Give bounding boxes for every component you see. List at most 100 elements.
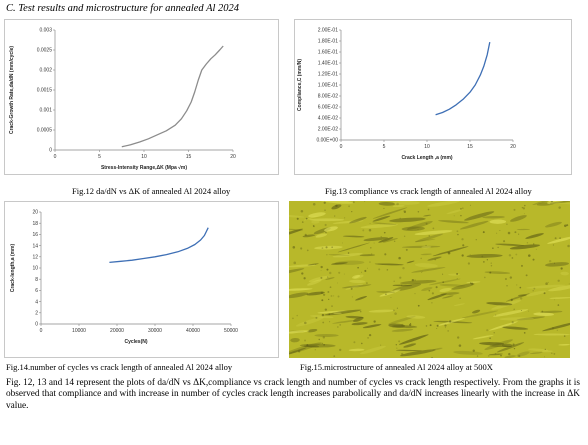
grain-dot [350,287,353,290]
grain-dot [351,296,353,298]
grain-dot [396,347,398,349]
grain-dot [393,240,396,242]
grain-dot [447,330,449,332]
grain-streak [555,202,570,205]
grain-dot [351,211,353,213]
grain-dot [486,259,488,261]
grain-streak [331,262,348,265]
grain-streak [372,222,397,225]
grain-dot [385,293,387,295]
grain-dot [554,299,556,301]
grain-dot [497,246,499,249]
grain-streak [437,318,465,326]
grain-streak [451,283,475,290]
fig14-chart-frame: 0 10000 20000 30000 40000 50000 0 2 4 6 8 10 12 14 16 1… [4,201,279,358]
grain-dot [353,341,356,344]
grain-dot [403,210,406,214]
grain-streak [324,226,338,232]
grain-dot [327,291,330,293]
y-tick-label: 6 [35,288,38,294]
grain-streak [363,237,389,242]
grain-dot [312,225,315,227]
grain-dot [312,202,316,206]
grain-dot [352,201,355,204]
grain-streak [332,253,363,258]
grain-streak [489,219,507,224]
grain-dot [425,244,427,246]
fig13-chart-frame: 0 5 10 15 20 0.00E+00 2.00E-02 4.00E-02 6.00E-02… [294,19,572,175]
grain-dot [514,231,517,234]
grain-dot [364,201,366,202]
grain-streak [400,280,437,285]
grain-dot [362,229,365,232]
grain-dot [321,313,325,317]
grain-streak [446,209,463,215]
grain-streak [533,312,555,316]
grain-dot [456,230,459,233]
grain-streak [393,201,420,205]
grain-streak [355,295,368,301]
grain-dot [298,350,301,353]
grain-streak [302,234,316,238]
fig13-chart: 0 5 10 15 20 0.00E+00 2.00E-02 4.00E-02 6.00E-02… [297,28,516,161]
grain-dot [370,253,373,255]
grain-streak [427,256,442,261]
grain-dot [366,267,368,269]
grain-dot [507,231,511,235]
grain-streak [341,284,372,289]
grain-dot [414,293,416,295]
grain-dot [553,353,556,355]
grain-streak [360,223,398,229]
grain-dot [395,344,397,346]
grain-dot [521,206,524,209]
y-tick-label: 0.0005 [37,128,53,134]
grain-dot [557,279,560,282]
grain-streak [414,230,453,236]
grain-dot [338,271,341,274]
grain-dot [411,279,414,282]
grain-streak [379,289,401,297]
y-tick-label: 10 [32,266,38,272]
y-tick-label: 18 [32,221,38,227]
grain-streak [525,233,544,239]
grain-dot [342,242,343,244]
grain-dot [304,339,307,342]
grain-dot [300,247,303,250]
grain-dot [508,352,511,356]
grain-dot [528,254,531,257]
grain-dot [500,354,502,357]
grain-dot [543,356,546,358]
x-tick-label: 0 [340,144,343,150]
grain-streak [486,302,513,306]
grain-dot [511,257,514,259]
grain-dot [567,244,570,248]
grain-dot [323,201,326,204]
grain-dot [396,202,399,206]
grain-streak [440,292,460,296]
grain-streak [359,345,386,355]
grain-dot [508,254,512,257]
grain-dot [431,302,433,304]
grain-streak [510,215,527,222]
grain-dot [499,229,501,231]
grain-dot [551,352,553,355]
grain-streak [466,281,481,284]
x-tick-label: 10000 [72,328,86,334]
grain-dot [435,286,438,289]
grain-streak [289,292,309,299]
grain-dot [324,223,327,227]
grain-dot [447,251,451,255]
grain-dot [532,290,534,292]
grain-dot [469,204,472,206]
grain-streak [307,328,318,333]
grain-streak [324,309,362,316]
grain-streak [428,278,461,286]
grain-dot [453,215,455,217]
grain-dot [369,223,371,224]
grain-dot [325,246,328,249]
grain-dot [475,239,477,241]
grain-streak [309,218,345,222]
grain-dot [328,298,330,301]
grain-dot [513,347,516,350]
grain-streak [406,220,433,230]
